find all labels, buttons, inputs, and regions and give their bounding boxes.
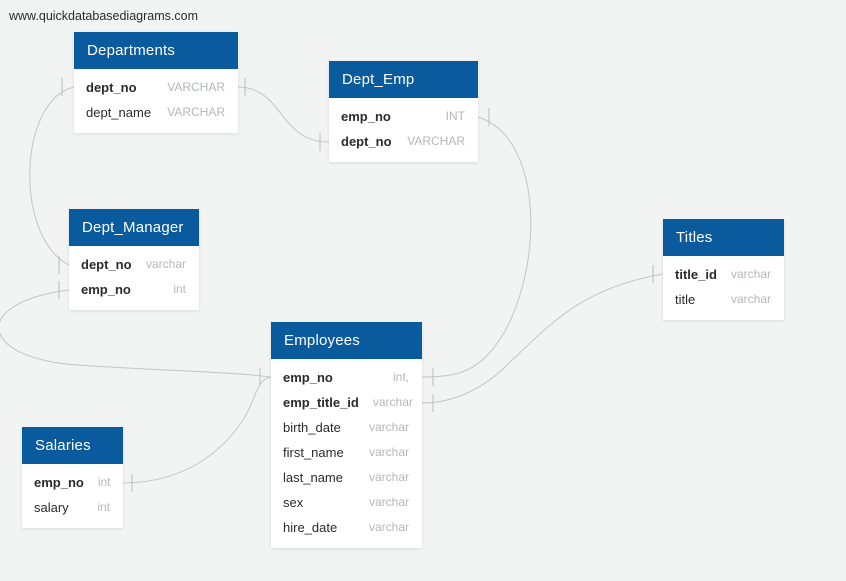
field-type: int, xyxy=(392,370,409,384)
table-body-dept_emp: emp_no INT dept_no VARCHAR xyxy=(329,98,478,162)
table-dept_emp[interactable]: Dept_Emp emp_no INT dept_no VARCHAR xyxy=(329,61,478,162)
field-row-employees-hire_date: hire_date varchar xyxy=(271,515,422,540)
field-row-employees-first_name: first_name varchar xyxy=(271,440,422,465)
table-header-departments[interactable]: Departments xyxy=(74,32,238,69)
field-name: emp_no xyxy=(283,370,333,385)
field-type: varchar xyxy=(368,470,409,484)
field-name: emp_no xyxy=(81,282,131,297)
field-row-salaries-emp_no: emp_no int xyxy=(22,470,123,495)
field-type: varchar xyxy=(730,267,771,281)
field-type: int xyxy=(97,500,110,514)
table-header-titles[interactable]: Titles xyxy=(663,219,784,256)
field-name: hire_date xyxy=(283,520,338,535)
table-body-salaries: emp_no int salary int xyxy=(22,464,123,528)
field-type: int xyxy=(97,475,111,489)
connector-salaries-employees xyxy=(121,376,272,484)
connector-dept_manager-employees xyxy=(0,289,272,378)
field-row-departments-dept_no: dept_no VARCHAR xyxy=(74,75,238,100)
field-name: dept_no xyxy=(86,80,137,95)
table-body-titles: title_id varchar title varchar xyxy=(663,256,784,320)
connector-dept_emp-employees xyxy=(421,116,532,378)
field-type: VARCHAR xyxy=(167,105,225,119)
field-type: varchar xyxy=(145,257,186,271)
field-type: int xyxy=(173,282,186,296)
field-row-dept_emp-dept_no: dept_no VARCHAR xyxy=(329,129,478,154)
field-row-dept_emp-emp_no: emp_no INT xyxy=(329,104,478,129)
table-body-departments: dept_no VARCHAR dept_name VARCHAR xyxy=(74,69,238,133)
field-row-dept_manager-dept_no: dept_no varchar xyxy=(69,252,199,277)
field-name: emp_no xyxy=(341,109,391,124)
field-row-titles-title: title varchar xyxy=(663,287,784,312)
table-departments[interactable]: Departments dept_no VARCHAR dept_name VARCHA… xyxy=(74,32,238,133)
field-row-employees-birth_date: birth_date varchar xyxy=(271,415,422,440)
field-type: varchar xyxy=(372,395,413,409)
field-name: birth_date xyxy=(283,420,341,435)
field-row-dept_manager-emp_no: emp_no int xyxy=(69,277,199,302)
field-name: title_id xyxy=(675,267,717,282)
table-employees[interactable]: Employees emp_no int, emp_title_id varchar bi… xyxy=(271,322,422,548)
table-header-salaries[interactable]: Salaries xyxy=(22,427,123,464)
connector-departments-dept_emp xyxy=(237,86,330,143)
field-row-departments-dept_name: dept_name VARCHAR xyxy=(74,100,238,125)
field-row-salaries-salary: salary int xyxy=(22,495,123,520)
field-type: varchar xyxy=(730,292,771,306)
field-name: title xyxy=(675,292,696,307)
field-row-employees-sex: sex varchar xyxy=(271,490,422,515)
field-name: dept_no xyxy=(81,257,132,272)
field-name: sex xyxy=(283,495,304,510)
table-body-dept_manager: dept_no varchar emp_no int xyxy=(69,246,199,310)
site-url-label: www.quickdatabasediagrams.com xyxy=(9,9,198,23)
field-name: last_name xyxy=(283,470,343,485)
field-type: varchar xyxy=(368,520,409,534)
field-row-titles-title_id: title_id varchar xyxy=(663,262,784,287)
table-header-dept_emp[interactable]: Dept_Emp xyxy=(329,61,478,98)
table-header-dept_manager[interactable]: Dept_Manager xyxy=(69,209,199,246)
connector-end-ticks xyxy=(58,78,654,492)
field-name: first_name xyxy=(283,445,344,460)
connector-titles-employees xyxy=(421,273,664,404)
field-name: dept_name xyxy=(86,105,152,120)
field-type: varchar xyxy=(368,445,409,459)
field-row-employees-emp_title_id: emp_title_id varchar xyxy=(271,390,422,415)
table-salaries[interactable]: Salaries emp_no int salary int xyxy=(22,427,123,528)
field-type: INT xyxy=(445,109,465,123)
field-type: VARCHAR xyxy=(407,134,465,148)
table-header-employees[interactable]: Employees xyxy=(271,322,422,359)
field-name: salary xyxy=(34,500,69,515)
field-row-employees-last_name: last_name varchar xyxy=(271,465,422,490)
table-titles[interactable]: Titles title_id varchar title varchar xyxy=(663,219,784,320)
connector-departments-dept_manager xyxy=(29,86,75,266)
field-row-employees-emp_no: emp_no int, xyxy=(271,365,422,390)
table-dept_manager[interactable]: Dept_Manager dept_no varchar emp_no int xyxy=(69,209,199,310)
field-name: dept_no xyxy=(341,134,392,149)
field-type: varchar xyxy=(368,495,409,509)
field-type: VARCHAR xyxy=(167,80,225,94)
field-type: varchar xyxy=(368,420,409,434)
field-name: emp_title_id xyxy=(283,395,359,410)
table-body-employees: emp_no int, emp_title_id varchar birth_date v… xyxy=(271,359,422,548)
field-name: emp_no xyxy=(34,475,84,490)
